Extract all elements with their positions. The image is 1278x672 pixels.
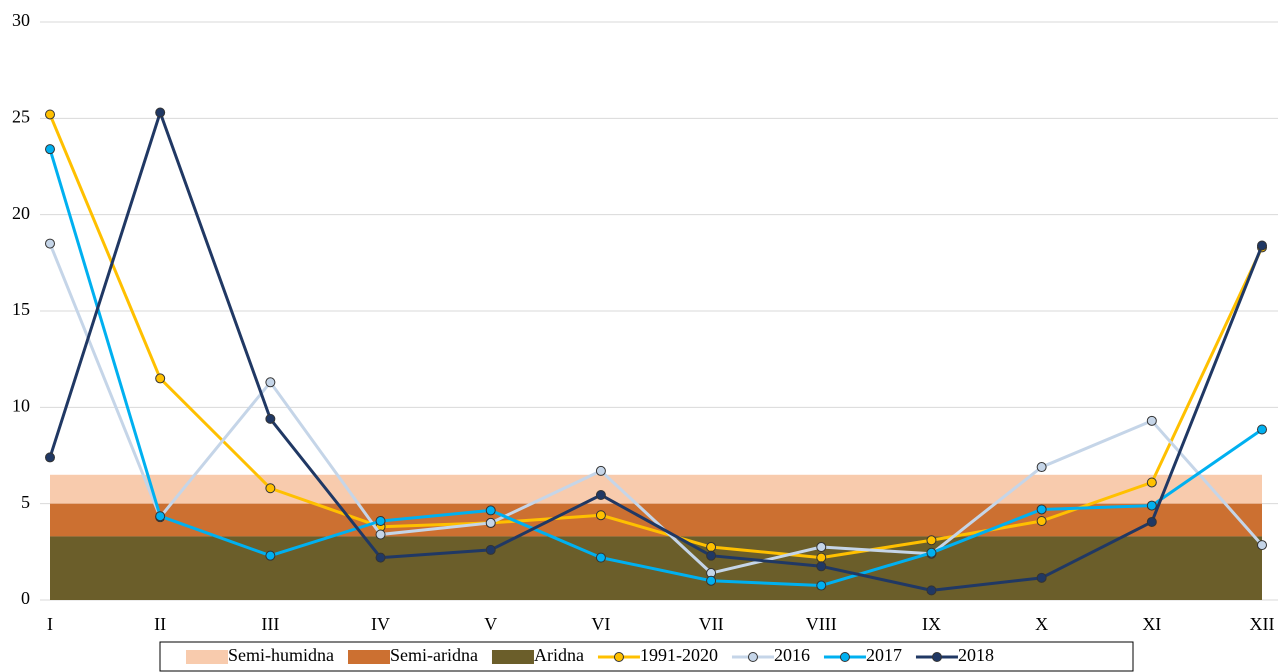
point: [45, 109, 55, 120]
legend-label: 1991-2020: [640, 645, 718, 665]
legend-label: 2017: [866, 645, 902, 665]
point: [926, 535, 937, 546]
point: [706, 542, 717, 553]
x-tick-label: IX: [922, 614, 941, 634]
point: [595, 510, 606, 521]
point: [1146, 415, 1157, 426]
point: [1257, 540, 1267, 551]
legend: Semi-humidna Semi-aridna Aridna 1991-2020 20…: [159, 641, 1134, 672]
y-tick-label: 20: [12, 203, 30, 223]
x-tick-label: X: [1035, 614, 1048, 634]
point: [45, 452, 55, 463]
legend-box: [159, 641, 1134, 672]
x-tick-label: VII: [699, 614, 724, 634]
x-tick-label: VIII: [806, 614, 837, 634]
series-line: [48, 243, 1264, 575]
legend-label: 2018: [958, 645, 994, 665]
point: [265, 483, 276, 494]
point: [1036, 516, 1047, 527]
point: [1146, 516, 1157, 527]
x-tick-label: I: [47, 614, 53, 634]
point: [485, 505, 496, 516]
legend-swatch: [348, 650, 390, 664]
point: [816, 542, 827, 553]
point: [265, 377, 276, 388]
point: [485, 517, 496, 528]
point: [926, 585, 937, 596]
point: [1036, 572, 1047, 583]
point: [155, 511, 166, 522]
series-line: [48, 148, 1263, 588]
point: [45, 238, 55, 249]
x-tick-label: V: [484, 614, 497, 634]
point: [926, 547, 937, 558]
point: [595, 465, 606, 476]
x-tick-label: IV: [371, 614, 390, 634]
point: [265, 550, 276, 561]
legend-marker: [839, 652, 850, 662]
y-tick-label: 25: [12, 106, 30, 126]
y-tick-label: 30: [12, 10, 30, 30]
point: [375, 552, 386, 563]
legend-swatch: [491, 650, 534, 664]
x-tick-label: III: [261, 614, 279, 634]
band: [50, 474, 1262, 504]
point: [265, 413, 276, 424]
legend-swatch: [186, 650, 228, 664]
legend-label: 2016: [774, 645, 810, 665]
point: [1146, 500, 1157, 511]
y-tick-label: 0: [21, 588, 30, 608]
point: [595, 552, 606, 563]
point: [595, 489, 606, 500]
legend-marker: [931, 652, 942, 662]
point: [155, 107, 166, 118]
x-tick-label: II: [154, 614, 166, 634]
series-line: [48, 111, 1264, 592]
series-line: [48, 113, 1264, 560]
legend-label: Aridna: [534, 645, 584, 665]
point: [706, 550, 717, 561]
point: [1257, 240, 1267, 251]
x-tick-label: XII: [1250, 614, 1275, 634]
x-tick-label: VI: [591, 614, 610, 634]
point: [1036, 504, 1047, 515]
point: [155, 373, 166, 384]
point: [816, 561, 827, 572]
point: [816, 580, 827, 591]
point: [375, 529, 386, 540]
legend-marker: [613, 652, 624, 662]
y-tick-label: 5: [21, 492, 30, 512]
y-tick-label: 15: [12, 299, 30, 319]
point: [485, 544, 496, 555]
point: [706, 575, 717, 586]
point: [1257, 424, 1267, 435]
point: [816, 552, 827, 563]
legend-label: Semi-aridna: [390, 645, 478, 665]
point: [1146, 477, 1157, 488]
legend-label: Semi-humidna: [228, 645, 334, 665]
point: [1036, 462, 1047, 473]
legend-marker: [747, 652, 758, 662]
x-tick-label: XI: [1142, 614, 1161, 634]
point: [45, 144, 55, 155]
y-tick-label: 10: [12, 395, 30, 415]
point: [375, 516, 386, 527]
